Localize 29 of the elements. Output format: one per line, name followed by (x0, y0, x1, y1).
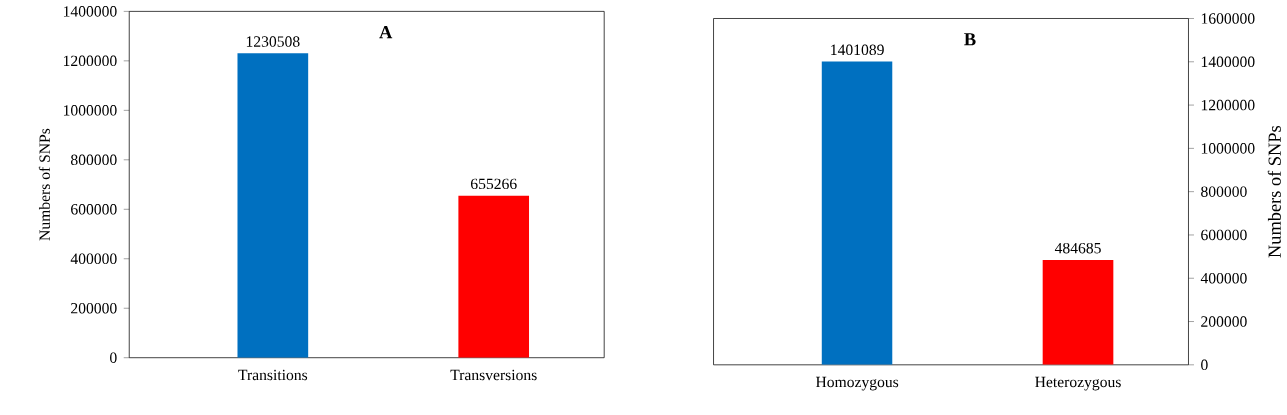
y2-tick-label: 600000 (1201, 229, 1247, 241)
y-tick-label: 400000 (70, 253, 117, 265)
x-tick-label: Homozygous (815, 377, 899, 391)
chart-title: B (964, 33, 976, 46)
y-tick-label: 1200000 (63, 55, 117, 67)
x-tick-label: Heterozygous (1035, 377, 1121, 391)
data-label: 655266 (470, 178, 517, 190)
y-tick-label: 600000 (71, 204, 117, 215)
y2-axis-title: Numbers of SNPs (1267, 126, 1281, 258)
y-tick-label: 200000 (71, 303, 117, 314)
text: A (379, 26, 393, 39)
data-label: 1401089 (831, 44, 884, 56)
y-tick-label: 800000 (71, 154, 117, 166)
data-label: 484685 (1054, 243, 1101, 254)
y-tick-label: 1400000 (63, 6, 117, 17)
y2-tick-label: 1000000 (1201, 143, 1255, 154)
y2-tick-label: 1400000 (1201, 56, 1255, 68)
data-label: 1230508 (246, 36, 300, 47)
y-tick-label: 1000000 (63, 105, 117, 116)
y2-tick-label: 400000 (1200, 273, 1247, 284)
y2-tick-label: 1200000 (1201, 100, 1255, 111)
y2-tick-label: 200000 (1201, 316, 1247, 327)
x-tick-label: Transitions (238, 369, 308, 381)
y2-tick-label: 0 (1201, 359, 1208, 371)
x-tick-label: Transversions (450, 369, 537, 381)
y2-tick-label: 1600000 (1201, 13, 1255, 24)
y2-tick-label: 800000 (1201, 186, 1247, 198)
y-tick-label: 0 (110, 352, 117, 364)
y-axis-title: Numbers of SNPs (38, 128, 50, 241)
